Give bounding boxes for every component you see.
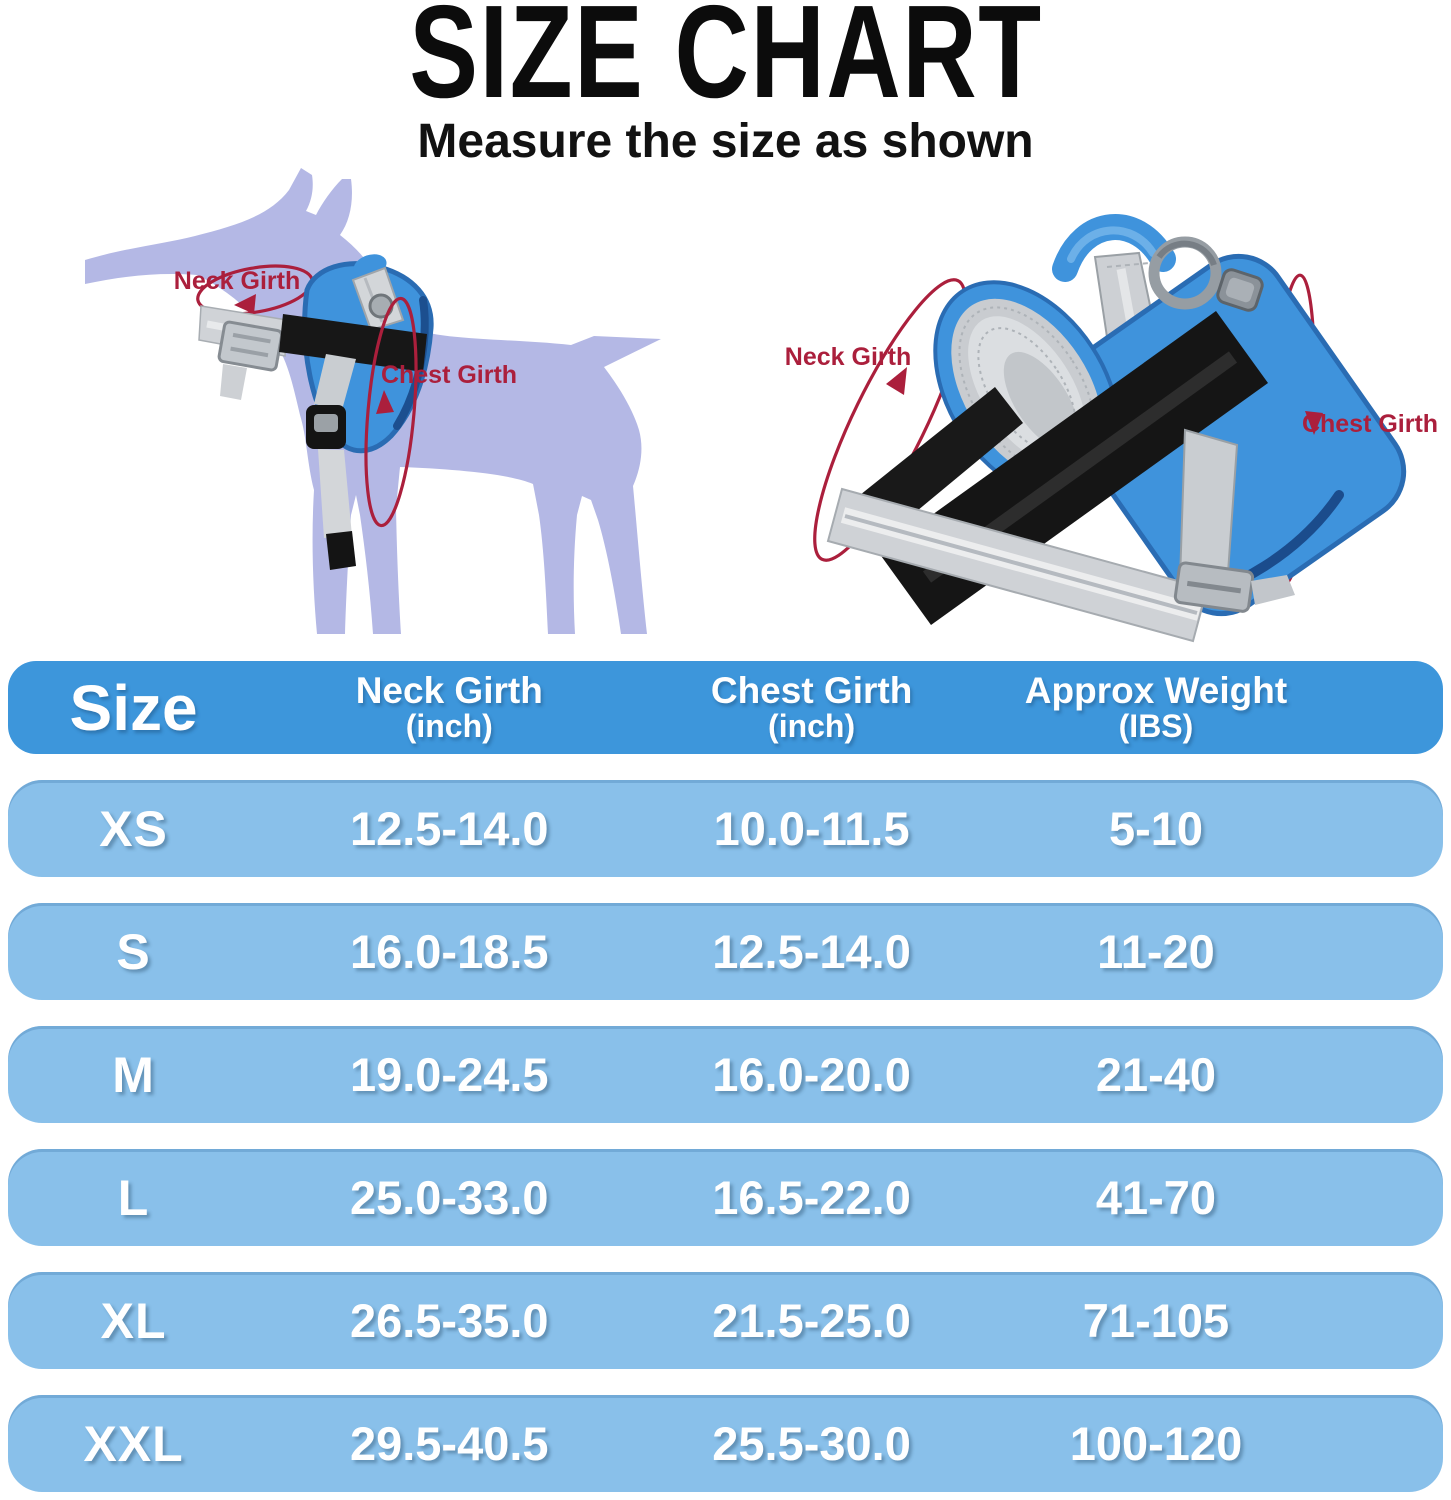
handle-highlight [1067,226,1157,263]
header-chest-girth-label: Chest Girth [710,670,913,712]
neck-girth-label: Neck Girth [785,343,911,371]
strap-loose-end [220,364,247,400]
size-table-header: Size Neck Girth (inch) Chest Girth (inch… [8,661,1443,754]
neck-value: 29.5-40.5 [349,1417,549,1470]
weight-value: 5-10 [1108,802,1204,855]
chest-value: 12.5-14.0 [712,925,911,978]
reflective-stripe-core [844,514,1198,615]
size-value: XL [100,1292,167,1349]
header-chest-girth: Chest Girth (inch) [639,672,983,742]
title-row: SIZE CHART [0,0,1451,118]
neck-girth-label: Neck Girth [174,267,300,295]
dog-measurement-diagram: Neck Girth Chest Girth [85,168,661,634]
header-size: Size [69,671,198,744]
neck-value: 26.5-35.0 [349,1294,549,1347]
chest-girth-arrow-icon [1305,411,1323,435]
front-strap-buckle [217,320,284,372]
neck-strap-sleeve [860,387,1023,535]
chest-value: 10.0-11.5 [713,802,910,855]
header-approx-weight: Approx Weight (IBS) [984,672,1328,742]
chest-value: 16.5-22.0 [712,1171,911,1224]
chest-girth-label: Chest Girth [1302,410,1438,438]
page-subtitle: Measure the size as shown [417,115,1034,168]
header-neck-girth-label: Neck Girth [355,670,543,712]
chest-girth-arc [364,296,418,528]
neck-girth-arrow-icon [234,294,256,314]
girth-strap-upper [314,354,356,410]
velcro-band [279,314,427,372]
header-approx-weight-unit: (IBS) [1118,708,1194,745]
neck-value: 12.5-14.0 [349,802,549,855]
table-row-l: L 25.0-33.0 16.5-22.0 41-70 [8,1149,1443,1246]
size-value: M [112,1046,155,1103]
chest-value: 21.5-25.0 [712,1294,911,1347]
girth-strap-lower [318,449,352,538]
header-chest-girth-unit: (inch) [768,708,856,745]
metal-badge [1216,268,1264,312]
neck-girth-arrow-icon [886,367,907,395]
d-ring-shade [1156,240,1217,267]
chest-value: 25.5-30.0 [712,1417,911,1470]
neck-value: 16.0-18.5 [349,925,549,978]
table-row-xl: XL 26.5-35.0 21.5-25.0 71-105 [8,1272,1443,1369]
chest-value: 16.0-20.0 [712,1048,911,1101]
size-value: XS [99,800,168,857]
table-row-xs: XS 12.5-14.0 10.0-11.5 5-10 [8,780,1443,877]
dog-harness-graphic [198,254,434,570]
neck-value: 19.0-24.5 [349,1048,549,1101]
size-value: XXL [83,1415,184,1472]
page-title: SIZE CHART [408,0,1043,125]
girth-buckle-metal [314,414,338,432]
size-table: Size Neck Girth (inch) Chest Girth (inch… [8,661,1443,1492]
chest-girth-label: Chest Girth [381,361,517,389]
girth-strap-tip [326,531,356,570]
side-strap-tail [1251,575,1295,605]
table-row-xxl: XXL 29.5-40.5 25.5-30.0 100-120 [8,1395,1443,1492]
weight-value: 100-120 [1069,1417,1243,1470]
weight-value: 21-40 [1095,1048,1217,1101]
neck-value: 25.0-33.0 [349,1171,549,1224]
header-neck-girth-unit: (inch) [405,708,493,745]
header-approx-weight-label: Approx Weight [1024,670,1288,712]
weight-value: 41-70 [1095,1171,1217,1224]
weight-value: 71-105 [1082,1294,1230,1347]
table-row-s: S 16.0-18.5 12.5-14.0 11-20 [8,903,1443,1000]
harness-product-graphic [826,214,1407,643]
loop-stitch [1106,262,1150,268]
adjuster-buckle [1173,561,1255,613]
table-row-m: M 19.0-24.5 16.0-20.0 21-40 [8,1026,1443,1123]
header-neck-girth: Neck Girth (inch) [259,672,639,742]
harness-measurement-diagram: Neck Girth Chest Girth [785,214,1438,643]
neck-girth-ellipse [813,278,967,562]
chest-girth-arrow-icon [376,390,394,414]
weight-value: 11-20 [1097,925,1215,978]
size-value: S [116,923,151,980]
size-value: L [117,1169,150,1226]
